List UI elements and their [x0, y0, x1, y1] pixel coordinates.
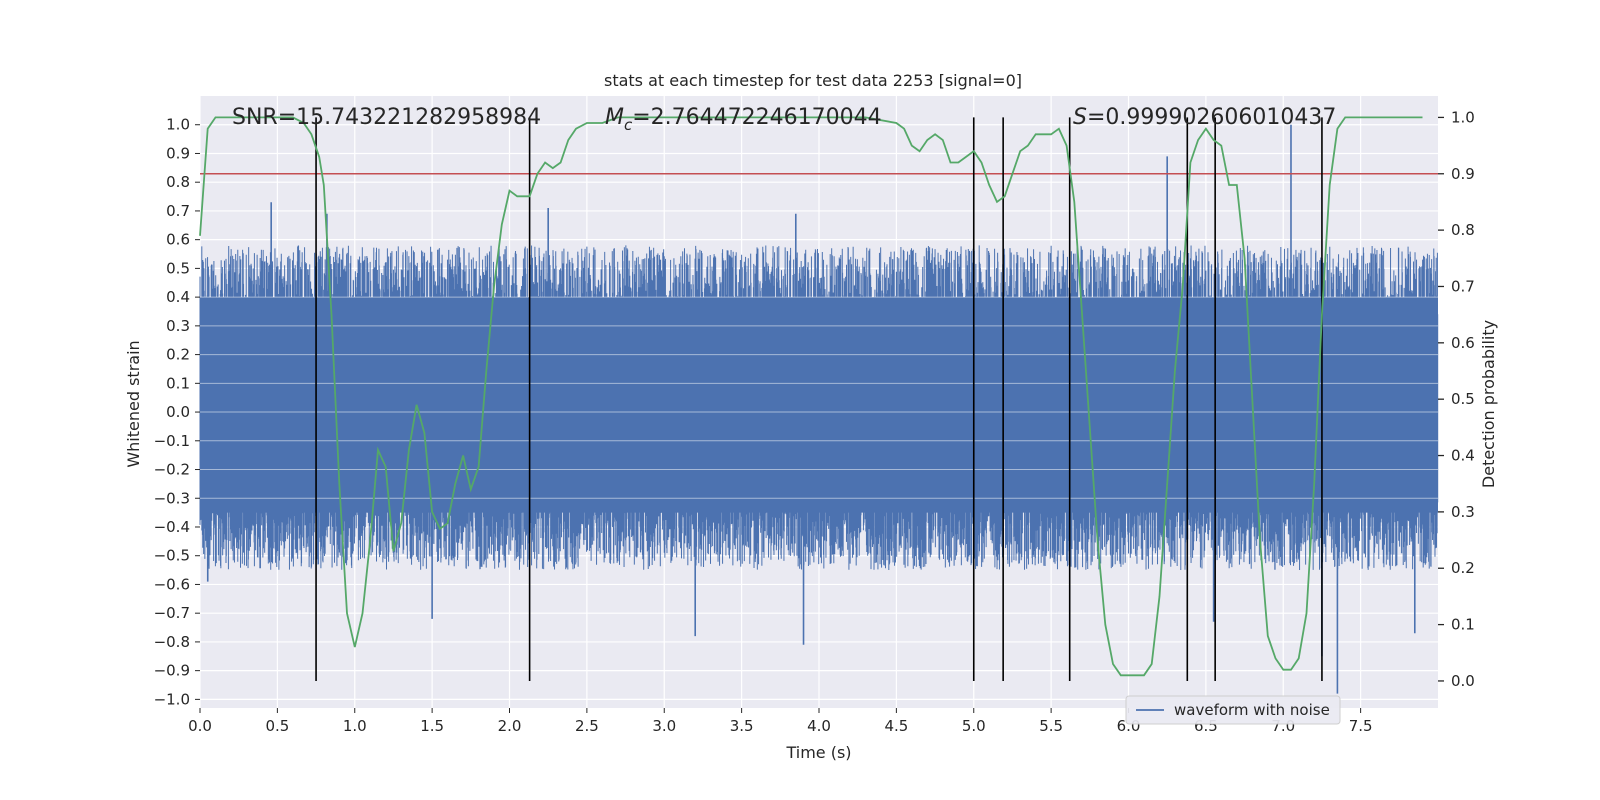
snr-annotation: SNR=15.743221282958984: [232, 105, 541, 130]
y2-tick-label: 0.6: [1451, 334, 1475, 352]
y-tick-label: −1.0: [154, 690, 190, 708]
x-tick-label: 4.0: [807, 717, 831, 735]
y2-tick-label: 0.2: [1451, 559, 1475, 577]
y2-tick-label: 0.4: [1451, 447, 1475, 465]
y-tick-label: −0.1: [154, 432, 190, 450]
y-tick-label: −0.3: [154, 489, 190, 507]
y-axis-right: 1.0 0.9 0.8 0.7 0.6 0.5 0.4 0.3 0.2 0.1 0.0: [1438, 108, 1475, 690]
x-tick-label: 5.5: [1039, 717, 1063, 735]
y2-tick-label: 0.5: [1451, 390, 1475, 408]
y-tick-label: −0.8: [154, 633, 190, 651]
y-tick-label: 0.0: [166, 403, 190, 421]
y-axis-left: 1.0 0.9 0.8 0.7 0.6 0.5 0.4 0.3 0.2 0.1 0.0 −0.1 −0.…: [154, 116, 200, 708]
y-tick-label: 0.1: [166, 374, 190, 392]
y-tick-label: 0.3: [166, 317, 190, 335]
probability-layer: [199, 116, 1423, 677]
probability-line: [199, 116, 1423, 677]
y-tick-label: 0.8: [166, 173, 190, 191]
y2-tick-label: 0.9: [1451, 165, 1475, 183]
y2-tick-label: 0.7: [1451, 277, 1475, 295]
legend-label: waveform with noise: [1174, 701, 1330, 719]
legend: waveform with noise: [1125, 695, 1341, 725]
x-tick-label: 3.0: [652, 717, 676, 735]
waveform-series: [199, 124, 1439, 694]
x-tick-label: 5.0: [962, 717, 986, 735]
y-tick-label: 0.5: [166, 259, 190, 277]
y2-tick-label: 0.3: [1451, 503, 1475, 521]
y2-tick-label: 0.8: [1451, 221, 1475, 239]
x-tick-label: 1.0: [343, 717, 367, 735]
x-tick-label: 3.5: [730, 717, 754, 735]
y-tick-label: 0.2: [166, 346, 190, 364]
y-tick-label: −0.2: [154, 461, 190, 479]
y-tick-label: −0.5: [154, 547, 190, 565]
y-tick-label: −0.4: [154, 518, 190, 536]
x-tick-label: 1.5: [420, 717, 444, 735]
x-tick-label: 0.0: [188, 717, 212, 735]
y-tick-label: −0.7: [154, 604, 190, 622]
y-tick-label: 0.6: [166, 231, 190, 249]
x-axis-label: Time (s): [785, 743, 851, 762]
y2-tick-label: 1.0: [1451, 108, 1475, 126]
y2-tick-label: 0.1: [1451, 616, 1475, 634]
y2-axis-label: Detection probability: [1479, 320, 1498, 488]
y2-tick-label: 0.0: [1451, 672, 1475, 690]
y-tick-label: 0.4: [166, 288, 190, 306]
annotations: SNR=15.743221282958984 Mc=2.7644722461700…: [232, 105, 1336, 134]
y-tick-label: 0.7: [166, 202, 190, 220]
y-tick-label: 0.9: [166, 144, 190, 162]
x-tick-label: 7.5: [1349, 717, 1373, 735]
s-annotation: S=0.999902606010437: [1073, 105, 1336, 130]
legend-box: [1125, 695, 1341, 725]
x-tick-label: 0.5: [265, 717, 289, 735]
y-tick-label: −0.6: [154, 575, 190, 593]
x-tick-label: 4.5: [884, 717, 908, 735]
y-tick-label: 1.0: [166, 116, 190, 134]
x-tick-label: 2.5: [575, 717, 599, 735]
vertical-lines: [315, 117, 1323, 681]
chirp-mass-annotation: Mc=2.764472246170044: [605, 105, 882, 134]
chart-title: stats at each timestep for test data 225…: [604, 71, 1022, 90]
y-axis-label: Whitened strain: [124, 340, 143, 467]
x-tick-label: 2.0: [498, 717, 522, 735]
y-tick-label: −0.9: [154, 662, 190, 680]
